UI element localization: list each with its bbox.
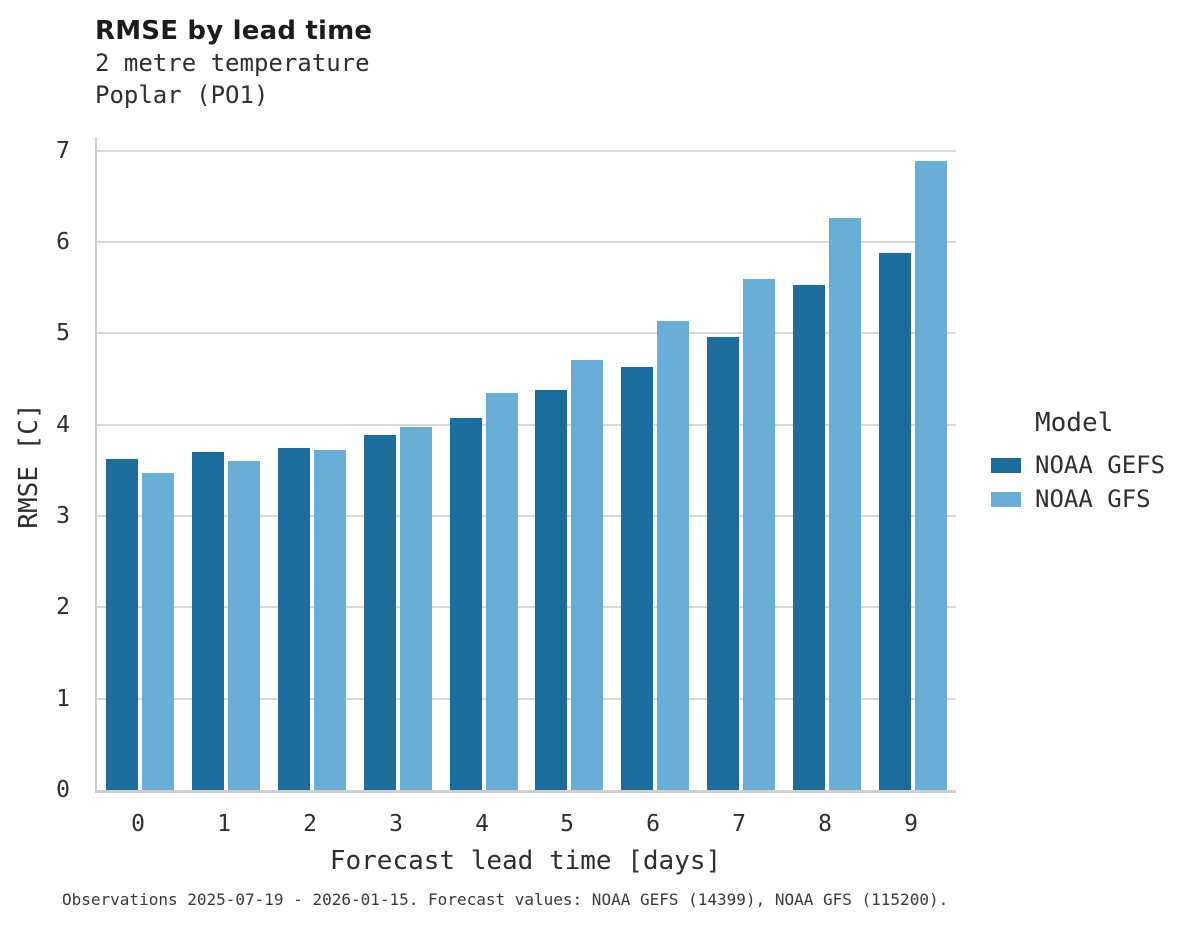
gridline-y-4	[97, 423, 956, 426]
chart-title: RMSE by lead time	[95, 16, 373, 46]
x-tick-6: 6	[646, 811, 660, 837]
chart-subtitle-variable: 2 metre temperature	[95, 49, 370, 77]
bar-noaa-gefs-lead-4	[450, 418, 482, 790]
title-block: RMSE by lead time 2 metre temperature Po…	[95, 16, 372, 110]
y-tick-4: 4	[56, 412, 70, 438]
x-tick-4: 4	[475, 811, 489, 837]
gridline-y-1	[97, 697, 956, 700]
bar-noaa-gfs-lead-6	[657, 321, 689, 790]
bar-noaa-gefs-lead-1	[192, 452, 224, 790]
chart-subtitle-station: Poplar (PO1)	[95, 81, 269, 109]
bar-noaa-gfs-lead-3	[400, 427, 432, 790]
y-tick-0: 0	[56, 777, 70, 803]
bar-noaa-gfs-lead-7	[743, 279, 775, 790]
y-tick-5: 5	[56, 320, 70, 346]
legend-label: NOAA GEFS	[1035, 451, 1166, 479]
legend: Model NOAA GEFS NOAA GFS	[991, 408, 1165, 516]
legend-item-noaa-gefs: NOAA GEFS	[991, 448, 1165, 482]
legend-swatch-icon	[991, 457, 1021, 473]
x-tick-3: 3	[389, 811, 403, 837]
gridline-y-5	[97, 332, 956, 335]
bar-noaa-gfs-lead-9	[915, 161, 947, 790]
y-tick-6: 6	[56, 229, 70, 255]
bar-noaa-gefs-lead-3	[364, 435, 396, 790]
y-tick-7: 7	[56, 138, 70, 164]
x-tick-8: 8	[818, 811, 832, 837]
legend-swatch-icon	[991, 491, 1021, 507]
x-tick-2: 2	[303, 811, 317, 837]
gridline-y-3	[97, 515, 956, 518]
bar-noaa-gfs-lead-8	[829, 218, 861, 790]
bar-noaa-gefs-lead-7	[707, 337, 739, 790]
y-tick-2: 2	[56, 594, 70, 620]
gridline-y-7	[97, 149, 956, 152]
plot-area	[95, 137, 956, 793]
bar-noaa-gefs-lead-6	[621, 367, 653, 790]
x-tick-5: 5	[560, 811, 574, 837]
x-tick-7: 7	[732, 811, 746, 837]
bar-noaa-gefs-lead-8	[793, 285, 825, 790]
bar-noaa-gefs-lead-9	[879, 253, 911, 790]
y-tick-3: 3	[56, 503, 70, 529]
x-tick-1: 1	[217, 811, 231, 837]
legend-item-noaa-gfs: NOAA GFS	[991, 482, 1165, 516]
bar-noaa-gefs-lead-5	[535, 390, 567, 790]
bar-noaa-gfs-lead-4	[486, 393, 518, 790]
bar-noaa-gfs-lead-5	[571, 360, 603, 790]
y-tick-1: 1	[56, 686, 70, 712]
bar-noaa-gfs-lead-2	[314, 450, 346, 790]
gridline-y-6	[97, 241, 956, 244]
bar-noaa-gefs-lead-2	[278, 448, 310, 790]
gridline-y-2	[97, 606, 956, 609]
bar-noaa-gefs-lead-0	[106, 459, 138, 790]
footnote: Observations 2025-07-19 - 2026-01-15. Fo…	[62, 890, 949, 909]
legend-label: NOAA GFS	[1035, 485, 1151, 513]
bar-noaa-gfs-lead-0	[142, 473, 174, 790]
x-tick-0: 0	[131, 811, 145, 837]
x-tick-9: 9	[904, 811, 918, 837]
bar-noaa-gfs-lead-1	[228, 461, 260, 790]
x-axis-label: Forecast lead time [days]	[329, 846, 722, 876]
legend-items: NOAA GEFS NOAA GFS	[991, 448, 1165, 516]
legend-title: Model	[1035, 408, 1114, 438]
